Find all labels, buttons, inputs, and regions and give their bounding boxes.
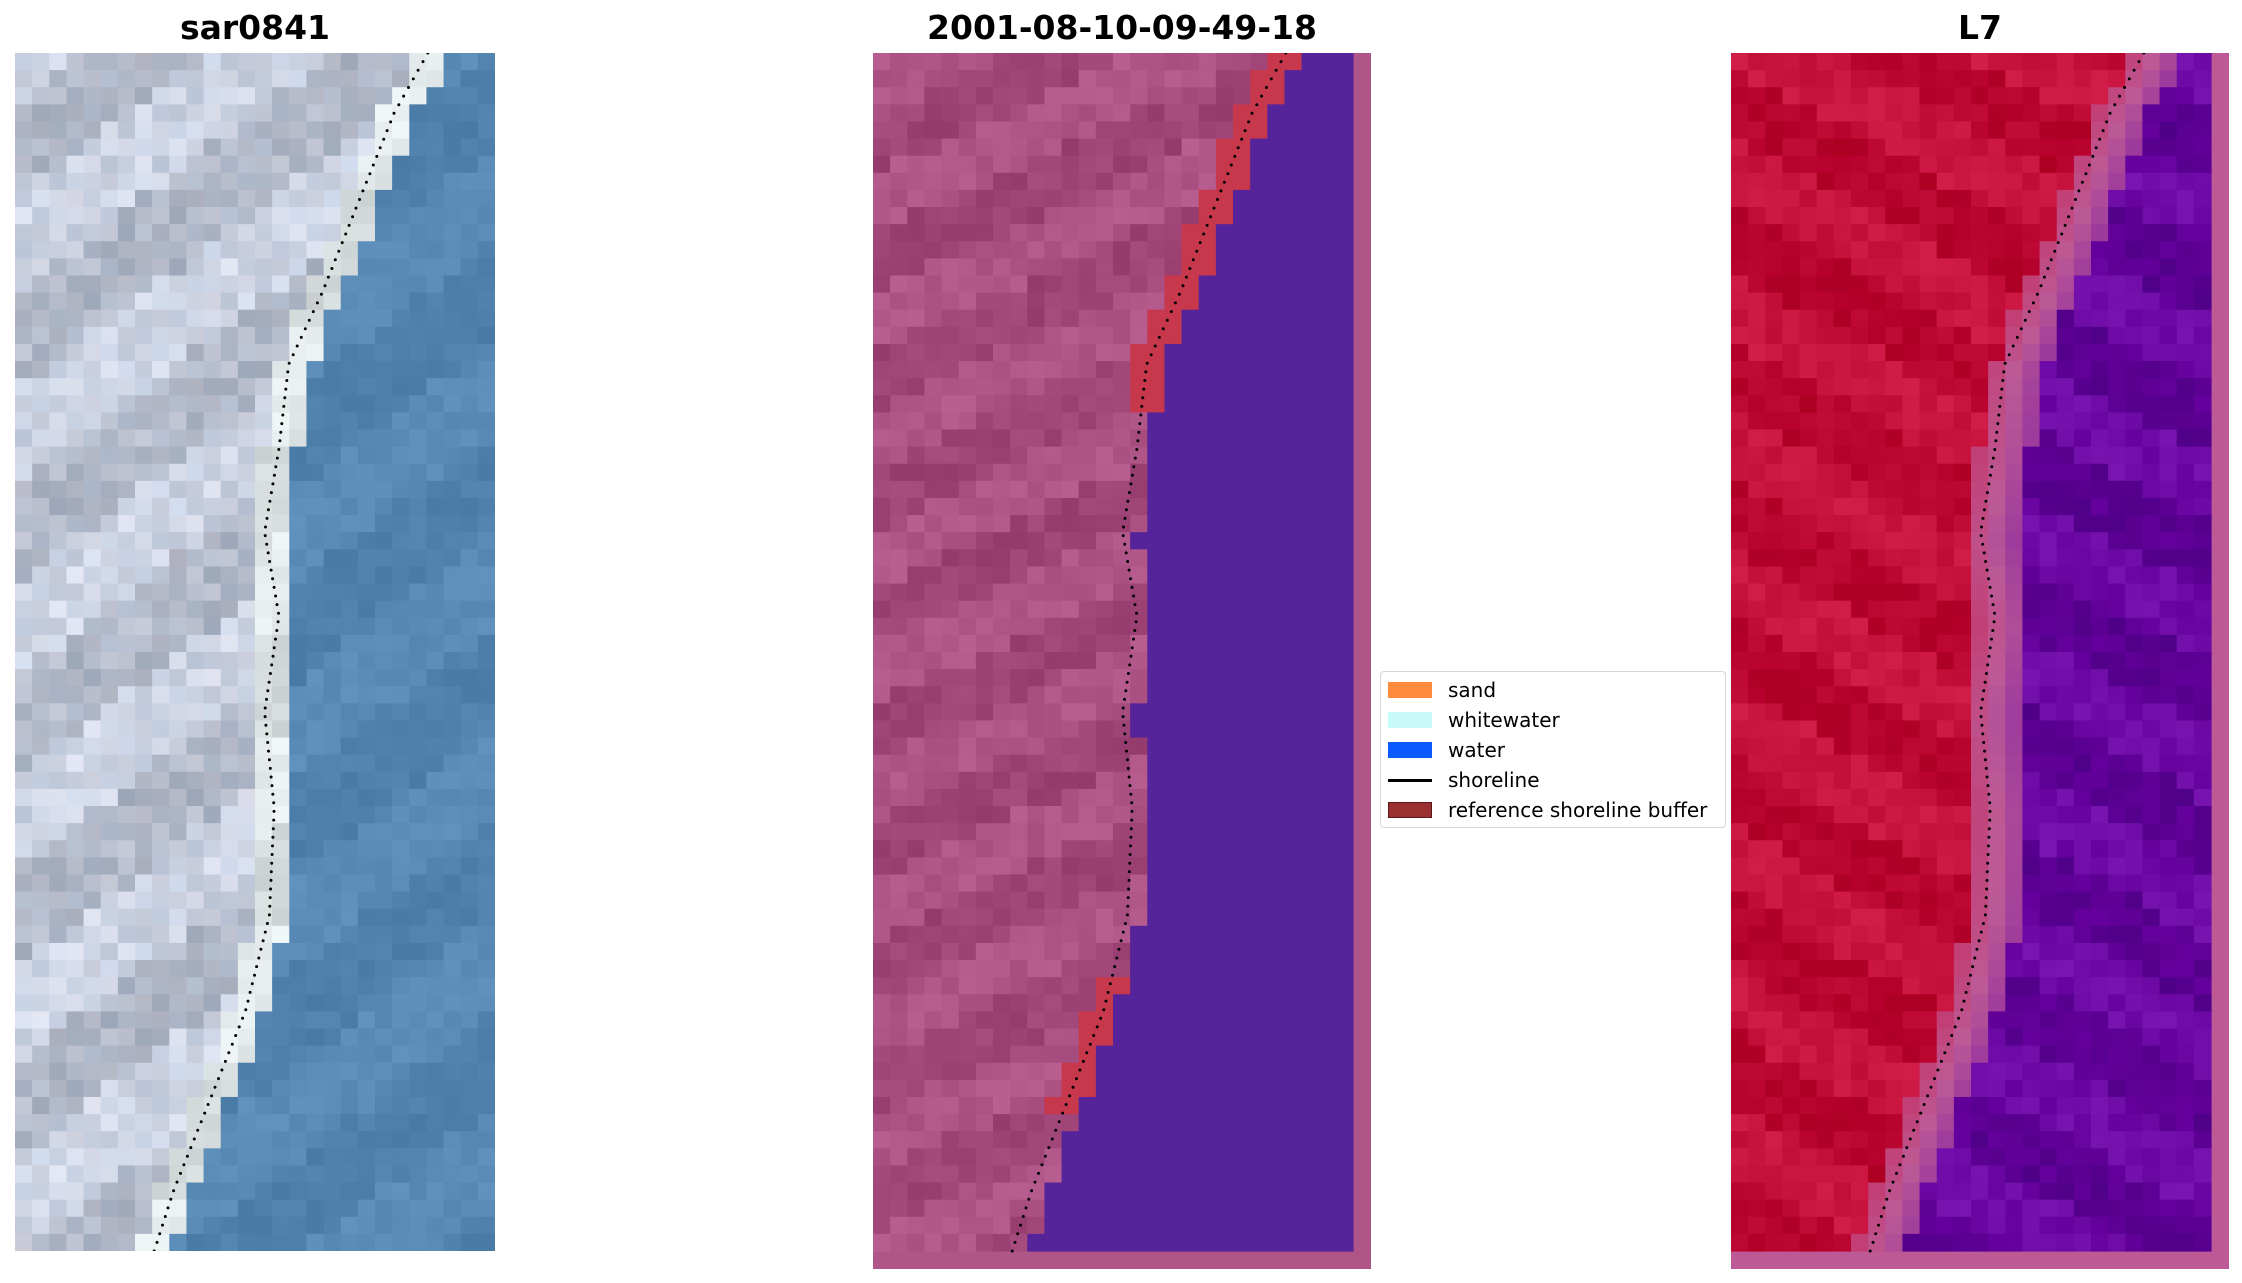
panel-title-classification: 2001-08-10-09-49-18 <box>927 8 1317 47</box>
legend-swatch-reference-buffer <box>1388 802 1432 818</box>
legend-label-sand: sand <box>1448 678 1497 702</box>
legend-entry-shoreline: shoreline <box>1388 768 1540 792</box>
panel-title-rgb: sar0841 <box>179 8 331 47</box>
legend-swatch-water <box>1388 742 1432 758</box>
legend-label-reference-buffer: reference shoreline buffer <box>1448 798 1708 822</box>
classified-image <box>873 53 1371 1269</box>
legend-line-shoreline <box>1388 778 1432 782</box>
legend-label-shoreline: shoreline <box>1448 768 1540 792</box>
legend-swatch-whitewater <box>1388 712 1432 728</box>
panel-title-index: L7 <box>1958 8 2002 47</box>
legend-entry-reference-buffer: reference shoreline buffer <box>1388 798 1707 822</box>
legend: sand whitewater water shoreline referenc… <box>1380 671 1726 828</box>
legend-entry-water: water <box>1388 738 1505 762</box>
legend-entry-sand: sand <box>1388 678 1496 702</box>
legend-label-whitewater: whitewater <box>1448 708 1560 732</box>
rgb-satellite-image <box>15 53 495 1251</box>
legend-entry-whitewater: whitewater <box>1388 708 1560 732</box>
water-index-image <box>1731 53 2229 1269</box>
legend-swatch-sand <box>1388 682 1432 698</box>
legend-label-water: water <box>1448 738 1505 762</box>
